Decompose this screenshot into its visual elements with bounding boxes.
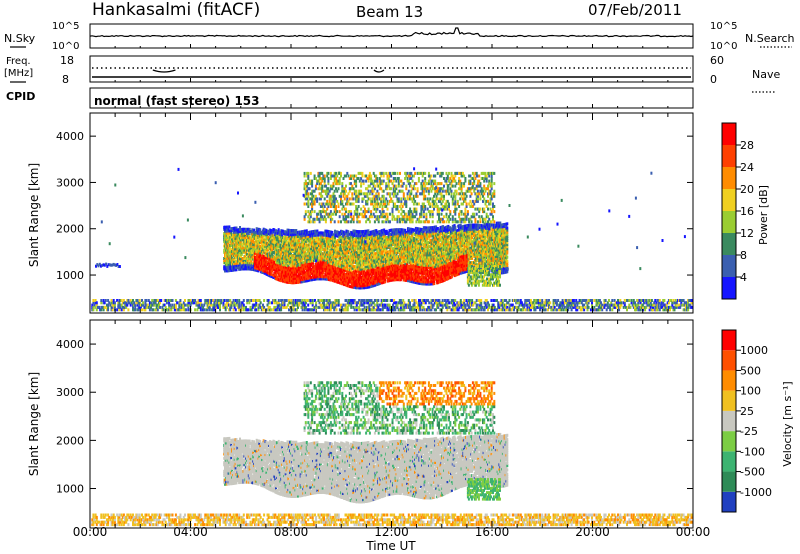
nsky-bottom-tick: 10^0 <box>52 41 79 52</box>
power-scatter <box>91 167 692 311</box>
cpid-panel: CPID normal (fast stereo) 153 <box>6 88 693 108</box>
freq-top-tick: 18 <box>60 54 74 67</box>
nave-bottom-tick: 0 <box>710 73 717 86</box>
beam-title: Beam 13 <box>356 3 423 21</box>
date-title: 07/Feb/2011 <box>588 1 682 19</box>
rti-plot: Hankasalmi (fitACF) Beam 13 07/Feb/2011 … <box>0 0 800 554</box>
nsearch-bottom-tick: 10^0 <box>710 41 737 52</box>
freq-label: Freq. <box>6 56 31 67</box>
cpid-label: CPID <box>6 90 35 103</box>
nave-label: Nave <box>752 68 780 81</box>
cpid-text: normal (fast stereo) 153 <box>94 94 260 108</box>
freq-panel: Freq. [MHz] 18 8 60 0 Nave <box>4 54 780 92</box>
nave-top-tick: 60 <box>710 54 724 67</box>
freq-unit: [MHz] <box>4 68 33 79</box>
freq-bottom-tick: 8 <box>62 73 69 86</box>
nsearch-label: N.Search <box>745 32 795 45</box>
nsky-trace <box>90 28 693 37</box>
plot-canvas: Hankasalmi (fitACF) Beam 13 07/Feb/2011 … <box>0 0 800 554</box>
power-cell <box>228 230 230 233</box>
power-cell <box>272 251 274 254</box>
nsearch-top-tick: 10^5 <box>710 21 737 32</box>
nsky-label: N.Sky <box>4 32 36 45</box>
station-title: Hankasalmi (fitACF) <box>92 0 260 20</box>
power-cell <box>245 228 247 231</box>
power-cell <box>228 225 230 228</box>
noise-panel: N.Sky 10^5 10^0 10^5 10^0 N.Search <box>4 21 795 52</box>
freq-blips <box>153 70 384 72</box>
nsky-top-tick: 10^5 <box>52 21 79 32</box>
